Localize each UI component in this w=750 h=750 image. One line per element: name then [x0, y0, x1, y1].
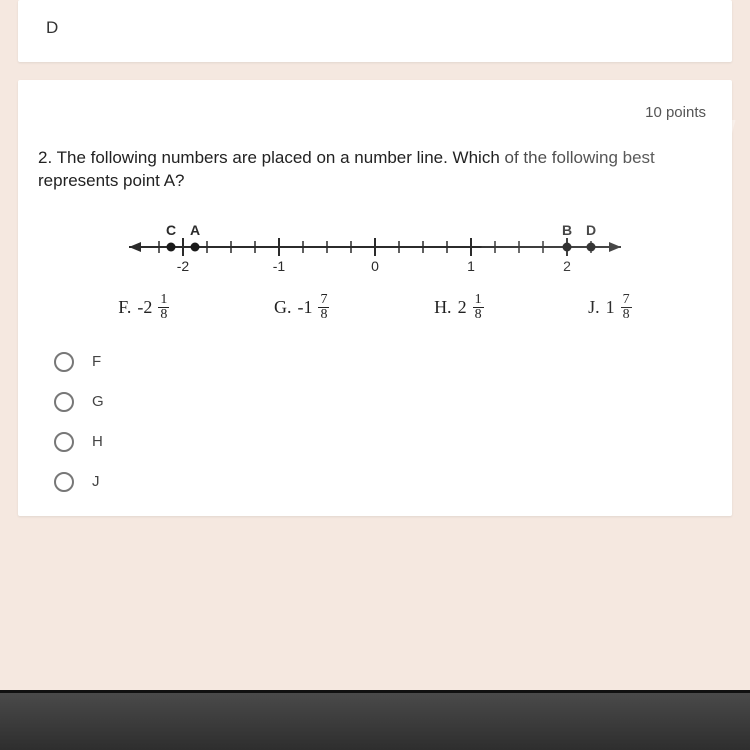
option-H[interactable]: H — [54, 422, 714, 462]
svg-text:A: A — [190, 222, 200, 238]
option-G[interactable]: G — [54, 382, 714, 422]
svg-text:1: 1 — [467, 258, 475, 274]
svg-text:2: 2 — [563, 258, 571, 274]
svg-text:D: D — [586, 222, 596, 238]
svg-text:0: 0 — [371, 258, 379, 274]
question-text: 2. The following numbers are placed on a… — [36, 147, 714, 205]
answer-prefix: H. — [434, 297, 452, 318]
radio-icon[interactable] — [54, 472, 74, 492]
svg-text:B: B — [562, 222, 572, 238]
svg-text:C: C — [166, 222, 176, 238]
answer-H: H. 2 1 8 — [434, 293, 484, 322]
answer-whole: 2 — [458, 297, 467, 318]
answer-whole: 1 — [606, 297, 615, 318]
radio-icon[interactable] — [54, 352, 74, 372]
screen: D 10 points 2. The following numbers are… — [0, 0, 750, 690]
svg-text:-1: -1 — [273, 258, 286, 274]
answer-fraction: 1 8 — [473, 293, 484, 322]
number-line-svg: -2 -1 0 1 2 CA BD — [115, 211, 635, 281]
answer-fraction: 7 8 — [318, 293, 329, 322]
answer-prefix: G. — [274, 297, 292, 318]
answer-fraction: 7 8 — [621, 293, 632, 322]
answer-whole: -1 — [297, 297, 312, 318]
answer-G: G. -1 7 8 — [274, 293, 330, 322]
question-number: 2. — [38, 148, 52, 167]
number-line: -2 -1 0 1 2 CA BD — [36, 205, 714, 285]
answer-F: F. -2 1 8 — [118, 293, 169, 322]
option-label: F — [92, 353, 101, 370]
points-label: 10 points — [36, 94, 714, 147]
question-card: 10 points 2. The following numbers are p… — [18, 80, 732, 516]
answer-prefix: F. — [118, 297, 131, 318]
option-label: H — [92, 433, 103, 450]
option-label: G — [92, 393, 104, 410]
answer-whole: -2 — [137, 297, 152, 318]
answer-fraction: 1 8 — [158, 293, 169, 322]
option-F[interactable]: F — [54, 342, 714, 382]
laptop-bezel — [0, 690, 750, 750]
radio-icon[interactable] — [54, 432, 74, 452]
answer-prefix: J. — [588, 297, 600, 318]
radio-options: F G H J — [36, 336, 714, 502]
option-J[interactable]: J — [54, 462, 714, 502]
radio-icon[interactable] — [54, 392, 74, 412]
previous-question-card: D — [18, 0, 732, 62]
answer-J: J. 1 7 8 — [588, 293, 632, 322]
previous-answer-label: D — [38, 14, 712, 42]
option-label: J — [92, 473, 100, 490]
question-body: The following numbers are placed on a nu… — [38, 148, 655, 190]
answer-choices-row: F. -2 1 8 G. -1 7 8 H. 2 1 — [36, 285, 714, 336]
svg-text:-2: -2 — [177, 258, 190, 274]
